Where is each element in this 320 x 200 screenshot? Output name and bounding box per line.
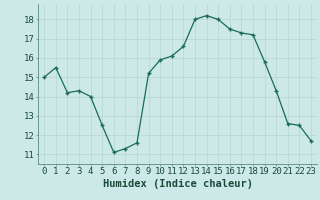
X-axis label: Humidex (Indice chaleur): Humidex (Indice chaleur) <box>103 179 252 189</box>
